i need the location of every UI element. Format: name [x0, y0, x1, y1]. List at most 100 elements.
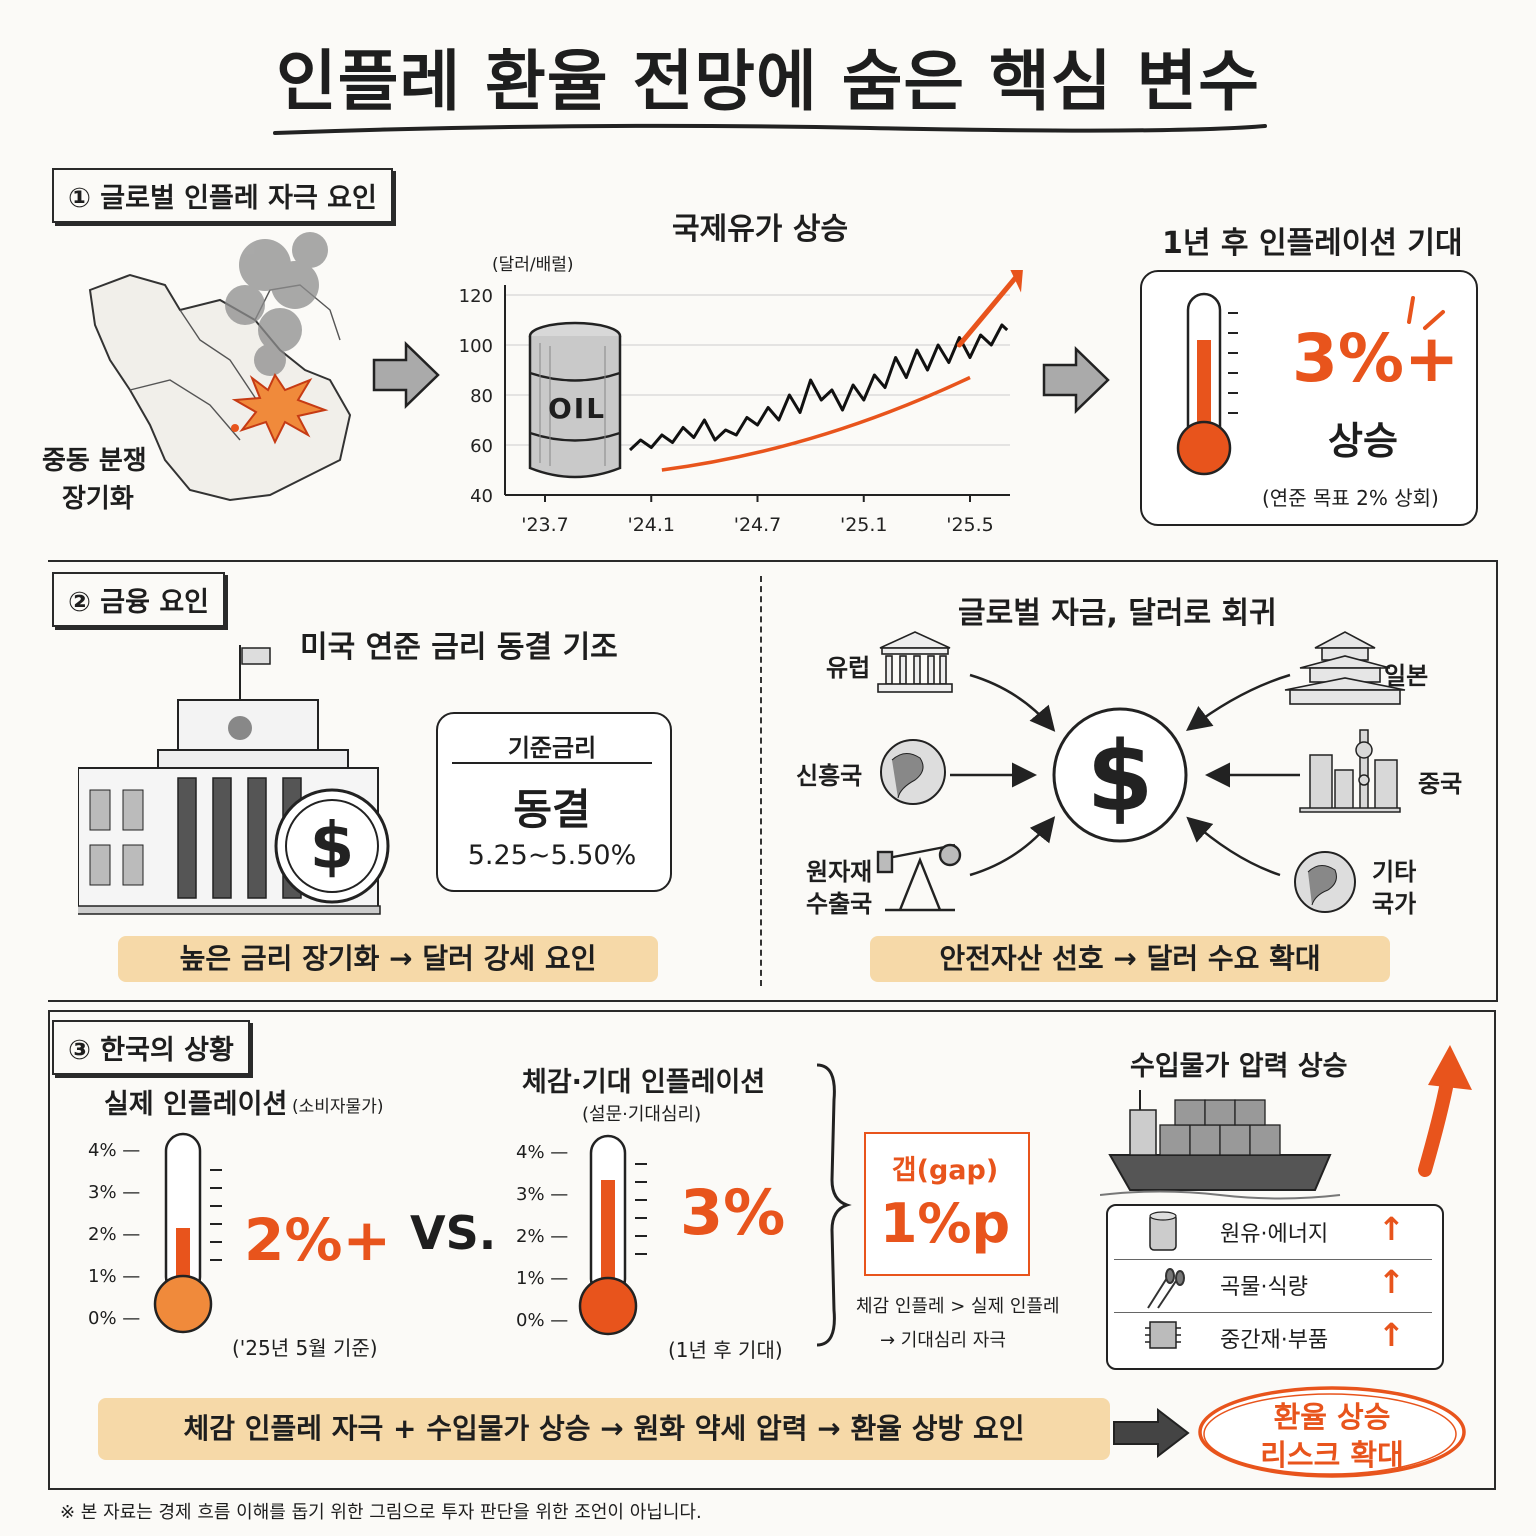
thermometer-icon: [1176, 292, 1238, 476]
expect-title: 1년 후 인플레이션 기대: [1162, 226, 1463, 261]
actual-thermometer-icon: [153, 1132, 222, 1334]
import-row-divider-2: [1114, 1312, 1432, 1313]
flow-title: 글로벌 자금, 달러로 회귀: [958, 596, 1277, 631]
thermo-tick-label: 4% —: [516, 1142, 569, 1163]
right-summary: 안전자산 선호 → 달러 수요 확대: [870, 936, 1390, 982]
thermo-tick-label: 3% —: [88, 1182, 141, 1203]
oil-chart-title: 국제유가 상승: [672, 212, 849, 247]
oil-pump-icon: [876, 843, 962, 912]
risk-ellipse: [1198, 1386, 1466, 1478]
rate-header: 기준금리: [507, 734, 597, 762]
felt-note: (1년 후 기대): [668, 1338, 783, 1362]
import-item-name: 원유·에너지: [1220, 1222, 1329, 1247]
spark-icon: [1407, 296, 1445, 330]
oil-barrel-icon: [528, 321, 622, 479]
globe-icon-other: [1294, 851, 1356, 913]
block-arrow-icon-2: [1042, 346, 1110, 414]
section2-divider: [760, 576, 762, 986]
expect-note: (연준 목표 2% 상회): [1262, 486, 1439, 510]
section2-tag: ② 금융 요인: [52, 572, 226, 627]
source-japan: 일본: [1384, 662, 1429, 690]
thermo-tick-label: 0% —: [88, 1308, 141, 1329]
oil-chart-unit: (달러/배럴): [492, 255, 574, 275]
china-skyline-icon: [1299, 729, 1401, 813]
gap-label: 갭(gap): [891, 1155, 999, 1186]
left-summary: 높은 금리 장기화 → 달러 강세 요인: [118, 936, 658, 982]
source-europe: 유럽: [826, 654, 871, 682]
vs-label: VS.: [410, 1206, 497, 1260]
actual-value: 2%+: [244, 1206, 392, 1274]
import-item-name: 곡물·식량: [1220, 1275, 1308, 1300]
oil-price-line: [628, 323, 1009, 452]
y-tick-label: 60: [470, 436, 493, 457]
source-china: 중국: [1418, 770, 1463, 798]
chip-icon: [1145, 1321, 1181, 1349]
import-item-up-arrow: ↑: [1378, 1210, 1405, 1248]
source-commodity-1: 원자재: [806, 858, 873, 886]
actual-note: ('25년 5월 기준): [232, 1336, 378, 1360]
capital-flow-diagram: $: [876, 631, 1406, 913]
rate-divider: [452, 762, 652, 764]
expect-word: 상승: [1328, 419, 1398, 463]
brace-icon: [816, 1063, 852, 1347]
risk-1: 환율 상승: [1273, 1400, 1391, 1434]
thermo-tick-label: 0% —: [516, 1310, 569, 1331]
thermo-tick-label: 3% —: [516, 1184, 569, 1205]
explosion-icon: [231, 372, 329, 445]
globe-icon-emerging: [880, 739, 946, 805]
page-title: 인플레 환율 전망에 숨은 핵심 변수: [276, 43, 1260, 120]
x-tick-label: '25.5: [946, 514, 994, 536]
x-tick-label: '25.1: [840, 514, 888, 536]
x-tick-label: '24.1: [627, 514, 675, 536]
y-tick-label: 80: [470, 386, 493, 407]
conflict-label-2: 장기화: [62, 484, 134, 514]
japan-pagoda-icon: [1284, 631, 1406, 705]
section3-frame: [48, 1010, 1496, 1490]
import-title: 수입물가 압력 상승: [1130, 1051, 1348, 1082]
source-other-2: 국가: [1372, 890, 1417, 918]
bottom-arrow-icon: [1113, 1408, 1190, 1458]
risk-2: 리스크 확대: [1260, 1438, 1404, 1472]
gap-note-1: 체감 인플레 > 실제 인플레: [856, 1296, 1060, 1317]
smoke-icon: [225, 232, 328, 376]
section1-tag: ① 글로벌 인플레 자극 요인: [52, 168, 393, 223]
cargo-ship-icon: [1100, 1045, 1472, 1200]
europe-temple-icon: [877, 631, 953, 693]
oil-drum-icon: [1149, 1211, 1177, 1251]
gap-note-2: → 기대심리 자극: [880, 1330, 1006, 1351]
felt-value: 3%: [680, 1176, 786, 1249]
y-tick-label: 100: [459, 336, 493, 357]
fed-title: 미국 연준 금리 동결 기조: [300, 630, 618, 665]
rate-status: 동결: [513, 785, 591, 834]
block-arrow-icon: [372, 341, 440, 409]
import-icons: [1145, 1211, 1185, 1349]
felt-title: 체감·기대 인플레이션: [522, 1067, 766, 1098]
y-tick-label: 120: [459, 286, 493, 307]
disclaimer: ※ 본 자료는 경제 흐름 이해를 돕기 위한 그림으로 투자 판단을 위한 조…: [60, 1502, 702, 1523]
x-tick-label: '23.7: [521, 514, 569, 536]
gap-box: [864, 1132, 1030, 1276]
source-other-1: 기타: [1372, 858, 1417, 886]
section2-frame: [48, 560, 1498, 1002]
import-item-name: 중간재·부품: [1220, 1328, 1329, 1353]
bottom-summary: 체감 인플레 자극 + 수입물가 상승 → 원화 약세 압력 → 환율 상방 요…: [98, 1398, 1110, 1460]
gap-value: 1%p: [879, 1192, 1011, 1255]
thermo-tick-label: 2% —: [516, 1226, 569, 1247]
import-item-up-arrow: ↑: [1378, 1263, 1405, 1301]
y-tick-label: 40: [470, 486, 493, 507]
dollar-coin-icon: $: [274, 788, 390, 904]
actual-title: 실제 인플레이션: [104, 1089, 288, 1120]
expect-value: 3%+: [1292, 320, 1460, 397]
svg-text:$: $: [1087, 721, 1154, 833]
title-underline: [273, 123, 1267, 135]
trend-line: [661, 375, 971, 472]
conflict-label-1: 중동 분쟁: [42, 446, 147, 476]
middle-east-map: [88, 232, 352, 502]
felt-sub: (설문·기대심리): [582, 1104, 702, 1125]
actual-sub: (소비자물가): [292, 1097, 384, 1117]
trend-arrow: [956, 272, 1021, 348]
source-emerging: 신흥국: [796, 762, 863, 790]
x-tick-label: '24.7: [734, 514, 782, 536]
thermo-tick-label: 1% —: [88, 1266, 141, 1287]
import-item-up-arrow: ↑: [1378, 1316, 1405, 1354]
